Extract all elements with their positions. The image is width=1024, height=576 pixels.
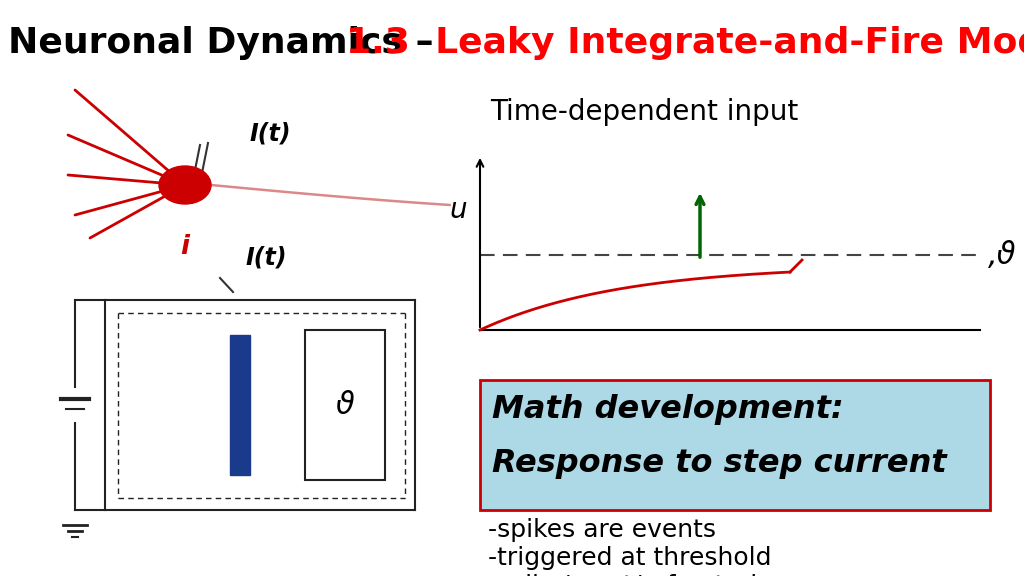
Bar [230, 335, 250, 475]
Text: 1.3  Leaky Integrate-and-Fire Model: 1.3 Leaky Integrate-and-Fire Model [346, 26, 1024, 60]
Text: Response to step current: Response to step current [492, 448, 946, 479]
Text: u: u [450, 196, 467, 224]
Text: I(t): I(t) [250, 121, 292, 145]
Ellipse shape [159, 166, 211, 204]
Text: Time-dependent input: Time-dependent input [490, 98, 799, 126]
Text: I(t): I(t) [245, 246, 287, 270]
Bar [305, 330, 385, 480]
Text: -spike/reset/refractoriness: -spike/reset/refractoriness [488, 574, 816, 576]
Text: ,ϑ: ,ϑ [988, 241, 1017, 270]
Bar [480, 380, 990, 510]
Text: Math development:: Math development: [492, 394, 844, 425]
Text: i: i [180, 234, 189, 260]
Text: -spikes are events: -spikes are events [488, 518, 716, 542]
Text: Neuronal Dynamics –: Neuronal Dynamics – [8, 26, 446, 60]
Text: -triggered at threshold: -triggered at threshold [488, 546, 771, 570]
Text: $\vartheta$: $\vartheta$ [335, 391, 355, 419]
